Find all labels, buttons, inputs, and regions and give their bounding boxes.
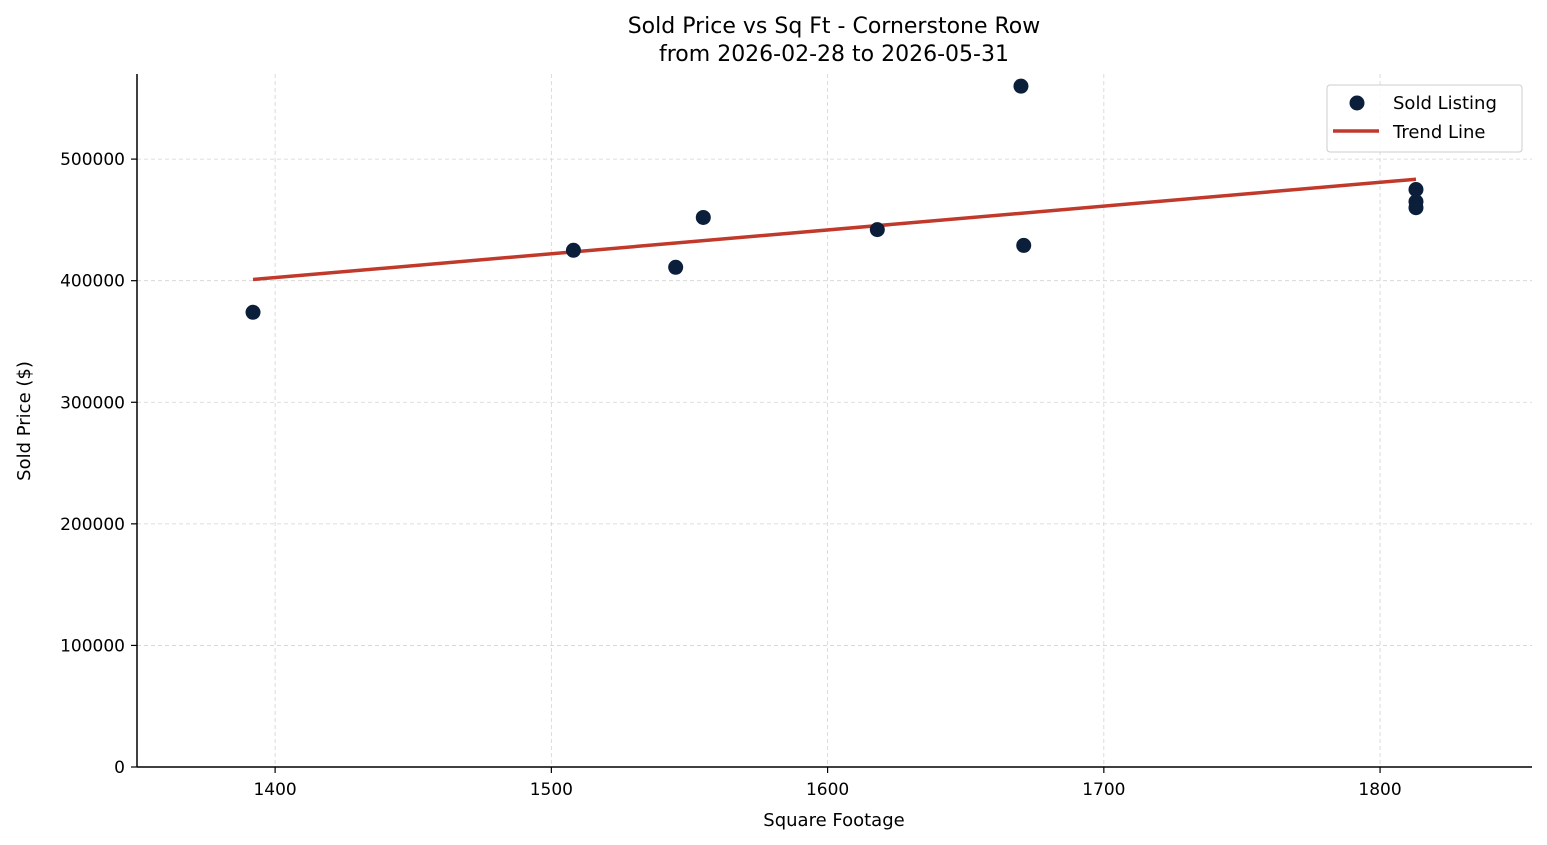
x-axis-label: Square Footage bbox=[763, 810, 904, 831]
x-tick-label: 1600 bbox=[806, 780, 849, 800]
x-tick-label: 1400 bbox=[253, 780, 296, 800]
legend-marker-sold-listing bbox=[1349, 95, 1365, 111]
y-tick-label: 0 bbox=[114, 758, 125, 778]
grid-lines bbox=[137, 74, 1532, 767]
legend-label-sold-listing: Sold Listing bbox=[1393, 93, 1497, 114]
data-point bbox=[1408, 200, 1424, 216]
data-point bbox=[1408, 182, 1424, 197]
legend-label-trend-line: Trend Line bbox=[1392, 122, 1486, 143]
data-point bbox=[245, 304, 261, 320]
data-points bbox=[245, 78, 1424, 320]
data-point bbox=[1013, 78, 1029, 94]
legend: Sold Listing Trend Line bbox=[1326, 84, 1523, 153]
x-tick-label: 1700 bbox=[1082, 780, 1125, 800]
data-point bbox=[1016, 237, 1032, 253]
chart-subtitle: from 2026-02-28 to 2026-05-31 bbox=[659, 42, 1009, 67]
x-tick-label: 1500 bbox=[530, 780, 573, 800]
axes bbox=[136, 74, 1532, 768]
chart-title: Sold Price vs Sq Ft - Cornerstone Row bbox=[628, 14, 1041, 39]
y-axis-ticks: 0 100000 200000 300000 400000 500000 bbox=[60, 150, 137, 778]
y-tick-label: 400000 bbox=[60, 272, 125, 292]
x-axis-ticks: 1400 1500 1600 1700 1800 bbox=[253, 767, 1402, 800]
data-point bbox=[869, 222, 885, 238]
data-point bbox=[695, 209, 711, 225]
trend-line bbox=[252, 177, 1417, 282]
legend-box bbox=[1326, 84, 1523, 153]
trend-lines bbox=[252, 177, 1417, 282]
y-axis-label: Sold Price ($) bbox=[14, 361, 35, 481]
x-tick-label: 1800 bbox=[1358, 780, 1401, 800]
y-tick-label: 100000 bbox=[60, 636, 125, 656]
y-tick-label: 300000 bbox=[60, 393, 125, 413]
y-tick-label: 500000 bbox=[60, 150, 125, 170]
data-point bbox=[565, 242, 581, 258]
y-tick-label: 200000 bbox=[60, 515, 125, 535]
data-point bbox=[668, 259, 684, 275]
